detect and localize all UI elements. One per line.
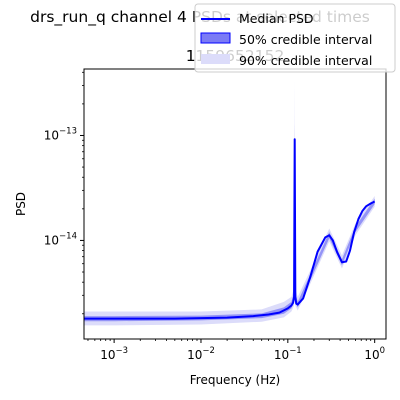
legend-band90-swatch: [201, 54, 230, 64]
x-axis-label: Frequency (Hz): [190, 373, 281, 387]
legend-box: [194, 3, 396, 73]
y-axis-ticks: 10−14 10−13: [44, 71, 84, 315]
y-tick-label: 10−14: [44, 231, 77, 247]
plot-area: [84, 79, 376, 326]
x-tick-label: 100: [364, 346, 385, 362]
legend-label-band50: 50% credible interval: [239, 32, 372, 47]
legend-label-median: Median PSD: [239, 11, 314, 26]
legend: Median PSD 50% credible interval 90% cre…: [194, 3, 396, 73]
x-tick-label: 10−2: [187, 346, 215, 362]
x-tick-label: 10−1: [274, 346, 302, 362]
legend-label-band90: 90% credible interval: [239, 53, 372, 68]
y-axis-label: PSD: [14, 192, 28, 216]
x-tick-label: 10−3: [100, 346, 128, 362]
legend-band50-swatch: [200, 32, 231, 44]
y-tick-label: 10−13: [44, 126, 77, 142]
median-psd-line: [84, 138, 376, 320]
x-axis-ticks: 10−3 10−2 10−1 100: [87, 339, 385, 362]
